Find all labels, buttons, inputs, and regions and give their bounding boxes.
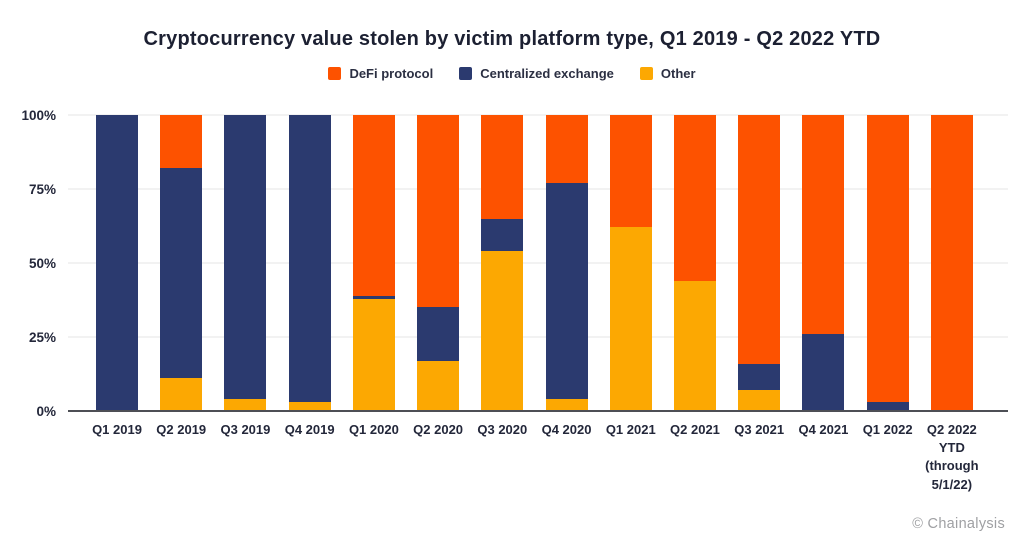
- gridline: [68, 188, 1008, 190]
- bar-segment-centralized-exchange: [288, 115, 331, 403]
- bar-segment-other: [352, 298, 395, 411]
- legend-label-centralized-exchange: Centralized exchange: [480, 66, 614, 81]
- stacked-bar: [930, 115, 973, 411]
- gridline: [68, 262, 1008, 264]
- bar-column: Q4 2019: [285, 115, 335, 437]
- stacked-bar: [288, 115, 331, 411]
- defi-protocol-swatch-icon: [328, 67, 342, 80]
- legend-label-other: Other: [660, 66, 696, 81]
- stacked-bar: [802, 115, 845, 411]
- legend: DeFi protocol Centralized exchange Other: [0, 66, 1024, 81]
- stacked-bar: [545, 115, 588, 411]
- bar-column: Q2 2022 YTD (through 5/1/22): [925, 115, 979, 492]
- bar-column: Q2 2020: [413, 115, 463, 437]
- bar-segment-other: [481, 251, 524, 411]
- bar-segment-centralized-exchange: [738, 363, 781, 391]
- x-axis-label: Q4 2020: [541, 422, 592, 437]
- y-axis-tick-label: 0%: [36, 403, 56, 419]
- bar-segment-other: [160, 378, 203, 411]
- bar-segment-defi-protocol: [481, 115, 524, 219]
- bar-column: Q3 2021: [734, 115, 784, 437]
- bar-segment-other: [738, 390, 781, 411]
- bar-segment-defi-protocol: [930, 115, 973, 411]
- x-axis-label: Q1 2021: [605, 422, 656, 437]
- bar-segment-defi-protocol: [866, 115, 909, 403]
- x-axis-label: Q2 2020: [413, 422, 464, 437]
- bars-row: Q1 2019 Q2 2019 Q3 2019 Q4 2019 Q1 2020 Q2 20…: [68, 115, 1008, 492]
- x-axis-label: Q2 2021: [670, 422, 720, 437]
- bar-segment-centralized-exchange: [96, 115, 138, 411]
- bar-segment-centralized-exchange: [417, 307, 460, 361]
- x-axis-label: Q4 2021: [798, 422, 849, 437]
- bar-segment-other: [288, 402, 331, 411]
- bar-segment-defi-protocol: [545, 115, 588, 184]
- chart-title: Cryptocurrency value stolen by victim pl…: [143, 28, 881, 50]
- stacked-bar: [481, 115, 524, 411]
- y-axis-tick-label: 75%: [28, 181, 56, 197]
- legend-item-centralized-exchange: Centralized exchange: [459, 66, 614, 81]
- stacked-bar: [866, 115, 909, 411]
- bar-segment-defi-protocol: [160, 115, 203, 169]
- x-axis-label: Q2 2022 YTD (through 5/1/22): [925, 422, 979, 492]
- bar-segment-defi-protocol: [738, 115, 781, 364]
- y-axis-tick-label: 100%: [21, 107, 56, 123]
- x-axis-line: [68, 410, 1008, 412]
- bar-column: Q1 2021: [606, 115, 656, 437]
- bar-segment-other: [417, 360, 460, 411]
- x-axis-label: Q3 2019: [220, 422, 271, 437]
- stacked-bar: [609, 115, 652, 411]
- x-axis-label: Q3 2020: [477, 422, 528, 437]
- stacked-bar: [738, 115, 781, 411]
- bar-segment-other: [545, 399, 588, 411]
- bar-column: Q2 2019: [156, 115, 206, 437]
- bar-column: Q4 2021: [798, 115, 848, 437]
- legend-item-defi-protocol: DeFi protocol: [328, 66, 433, 81]
- bar-segment-other: [673, 280, 716, 411]
- other-swatch-icon: [639, 67, 653, 80]
- bar-column: Q2 2021: [670, 115, 720, 437]
- bar-segment-centralized-exchange: [224, 115, 267, 400]
- centralized-exchange-swatch-icon: [459, 67, 473, 80]
- x-axis-label: Q3 2021: [734, 422, 785, 437]
- stacked-bar: [160, 115, 203, 411]
- x-axis-label: Q1 2022: [862, 422, 913, 437]
- bar-column: Q4 2020: [542, 115, 591, 437]
- bar-segment-other: [609, 227, 652, 411]
- bar-segment-other: [224, 399, 267, 411]
- gridline: [68, 336, 1008, 338]
- x-axis-label: Q1 2019: [92, 422, 142, 437]
- bar-segment-centralized-exchange: [866, 402, 909, 411]
- bar-column: Q1 2019: [92, 115, 142, 437]
- legend-item-other: Other: [639, 66, 696, 81]
- bar-segment-defi-protocol: [609, 115, 652, 228]
- bar-segment-centralized-exchange: [545, 183, 588, 400]
- bar-segment-defi-protocol: [802, 115, 845, 335]
- stacked-bar: [352, 115, 395, 411]
- y-axis-tick-label: 25%: [28, 329, 56, 345]
- bar-column: Q1 2020: [349, 115, 399, 437]
- x-axis-label: Q2 2019: [156, 422, 207, 437]
- bar-segment-defi-protocol: [352, 115, 395, 296]
- copyright-credit: © Chainalysis: [912, 516, 1005, 532]
- bar-segment-centralized-exchange: [481, 218, 524, 252]
- gridline: [68, 114, 1008, 116]
- stacked-bar: [224, 115, 267, 411]
- y-axis-tick-label: 50%: [28, 255, 56, 271]
- bar-column: Q3 2019: [221, 115, 270, 437]
- stacked-bar: [417, 115, 460, 411]
- bar-column: Q1 2022: [863, 115, 913, 437]
- x-axis-label: Q4 2019: [284, 422, 335, 437]
- stacked-bar: [96, 115, 138, 411]
- bar-segment-defi-protocol: [417, 115, 460, 308]
- bar-segment-defi-protocol: [673, 115, 716, 281]
- bar-segment-centralized-exchange: [160, 168, 203, 379]
- bar-column: Q3 2020: [477, 115, 527, 437]
- legend-label-defi-protocol: DeFi protocol: [349, 66, 434, 81]
- bar-segment-centralized-exchange: [802, 334, 845, 411]
- bar-segment-centralized-exchange: [352, 295, 395, 299]
- plot-area: Q1 2019 Q2 2019 Q3 2019 Q4 2019 Q1 2020 Q2 20…: [21, 108, 1008, 492]
- stacked-bar: [673, 115, 716, 411]
- x-axis-label: Q1 2020: [348, 422, 399, 437]
